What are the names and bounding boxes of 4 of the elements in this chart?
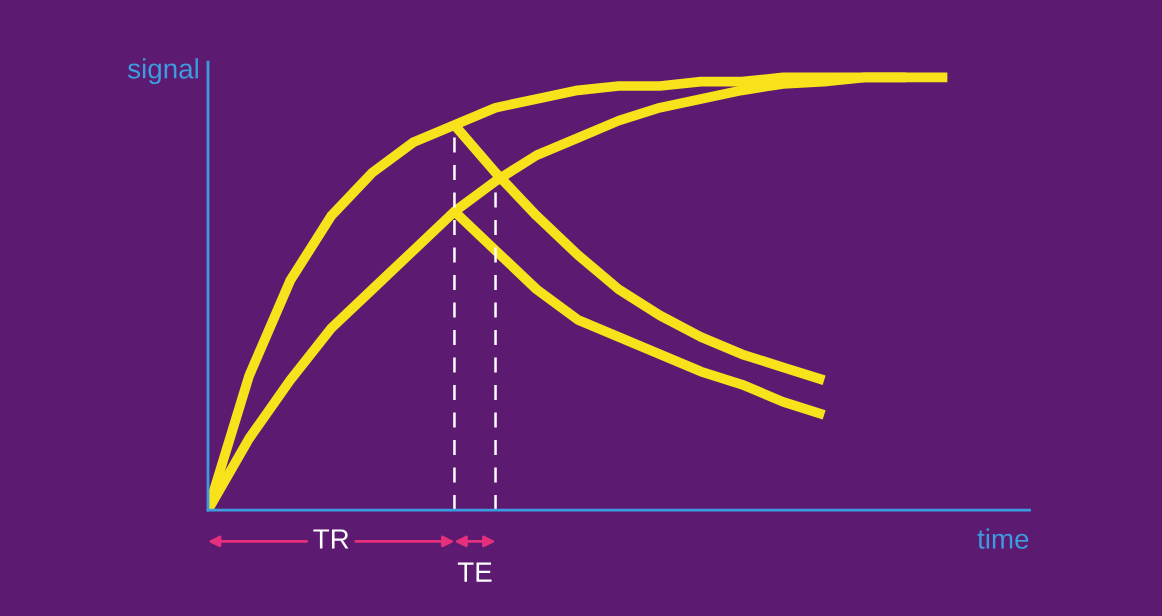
text: TR — [313, 529, 349, 549]
x-axis-title: time — [977, 528, 1029, 549]
text: TE — [457, 562, 492, 582]
y-axis-title: signal — [127, 58, 198, 85]
